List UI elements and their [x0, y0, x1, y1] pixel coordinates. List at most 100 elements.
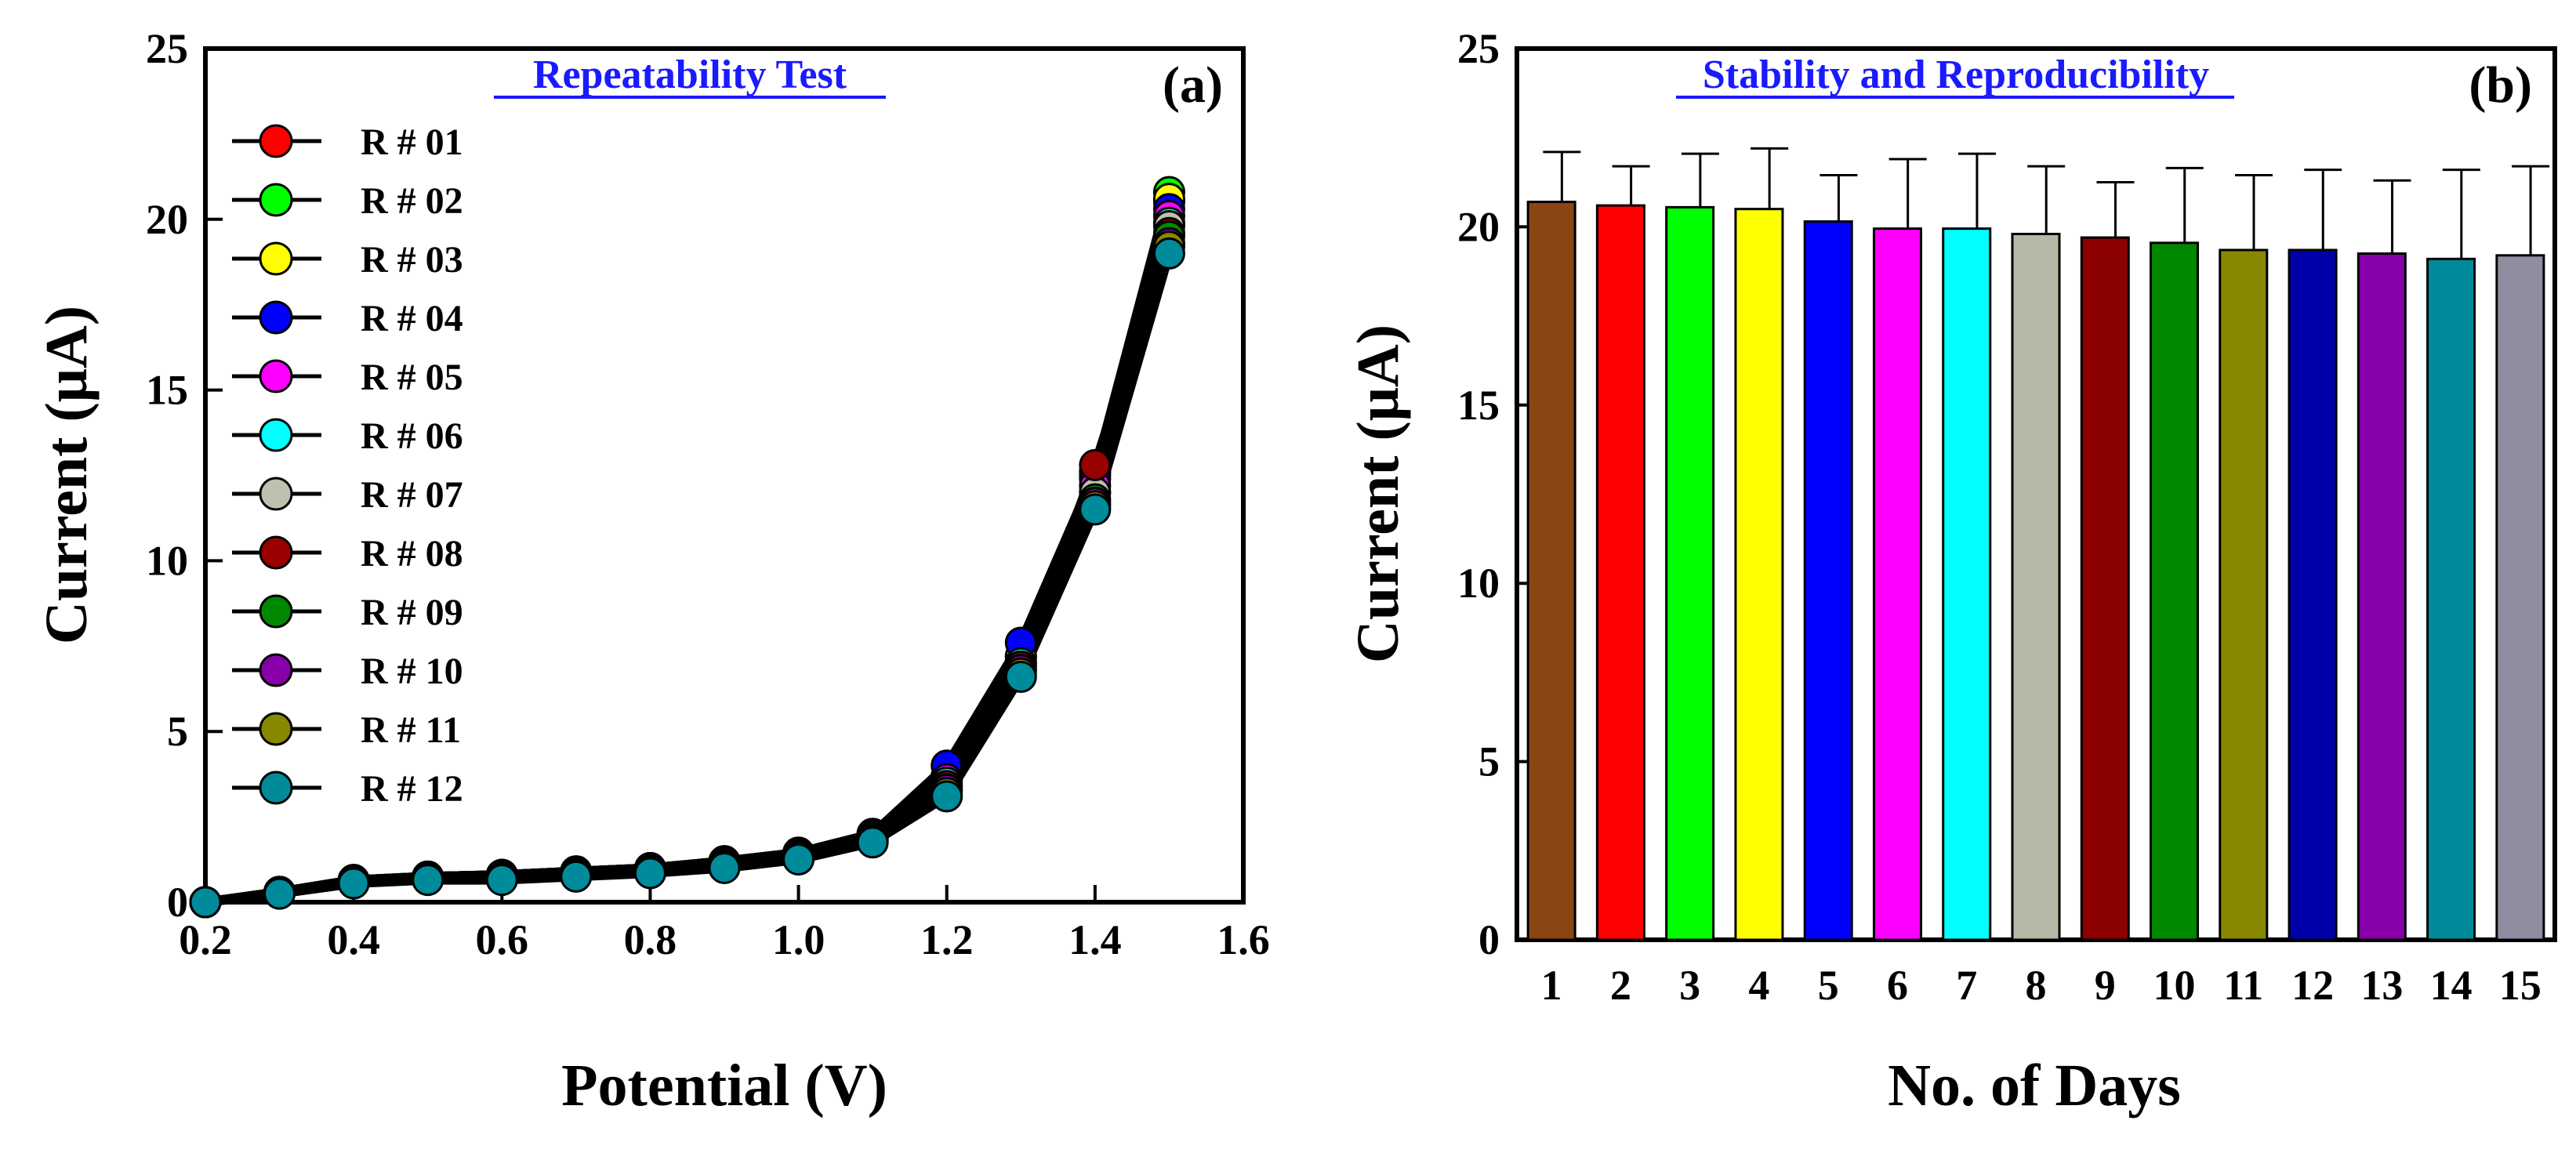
panel-a-legend-label: R # 02 — [361, 180, 463, 222]
panel-a-data-point — [189, 886, 222, 919]
panel-a-y-tick-label: 20 — [146, 196, 188, 243]
panel-b-x-tick-label: 4 — [1748, 962, 1769, 1009]
panel-a-legend-label: R # 10 — [361, 651, 463, 692]
panel-b-bar — [2011, 232, 2061, 941]
panel-a-y-tick-label: 15 — [146, 367, 188, 414]
panel-a-data-point — [560, 860, 593, 893]
panel-a-legend-label: R # 05 — [361, 357, 463, 398]
panel-a-legend-marker — [259, 712, 293, 746]
panel-a-legend-marker — [259, 477, 293, 511]
panel-b-bar — [1665, 205, 1715, 941]
panel-b-label: (b) — [2469, 56, 2532, 114]
panel-a-plot-frame — [203, 46, 1246, 905]
panel-b-bars — [1526, 147, 2550, 941]
panel-b-x-tick-label: 15 — [2499, 962, 2542, 1009]
panel-a-data-point — [931, 780, 963, 813]
panel-b-bar — [1872, 227, 1922, 941]
panel-a-x-tick-label: 0.4 — [327, 916, 380, 963]
panel-a-data-point — [1152, 237, 1185, 270]
panel-a-data-point — [1079, 448, 1112, 481]
panel-b-y-tick-label: 0 — [1478, 916, 1500, 963]
panel-b-x-tick-label: 14 — [2430, 962, 2473, 1009]
panel-a-y-tick-label: 0 — [167, 879, 188, 926]
panel-a-legend-marker — [259, 770, 293, 805]
panel-a-legend-marker — [259, 653, 293, 687]
panel-b-y-tick-label: 5 — [1478, 738, 1500, 785]
panel-a-data-point — [1079, 493, 1112, 526]
panel-a-x-tick-label: 1.4 — [1068, 916, 1122, 963]
panel-a-title: Repeatability Test — [533, 53, 847, 97]
panel-b-x-tick-label: 5 — [1818, 962, 1839, 1009]
panel-b-title: Stability and Reproducibility — [1703, 53, 2209, 97]
panel-a-repeatability-chart: 0.2 0.4 0.6 0.8 1.0 1.2 1.4 1.6 0 5 10 15 20 25 R # 0… — [34, 25, 1270, 1119]
panel-a-x-tick-label: 1.2 — [920, 916, 974, 963]
panel-a-series-line — [205, 231, 1174, 907]
panel-a-data-point — [337, 867, 370, 900]
panel-b-x-tick-label: 3 — [1679, 962, 1700, 1009]
panel-a-y-tick-label: 5 — [167, 708, 188, 755]
panel-a-legend-label: R # 04 — [361, 298, 463, 339]
panel-a-legend-marker — [259, 359, 293, 393]
panel-a-legend-label: R # 11 — [361, 709, 461, 751]
panel-b-x-tick-label: 6 — [1887, 962, 1908, 1009]
panel-a-data-point — [485, 864, 518, 897]
panel-b-bar — [2150, 241, 2200, 941]
panel-a-data-point — [782, 843, 815, 876]
panel-b-bar — [1803, 220, 1853, 941]
panel-b-x-tick-label: 10 — [2153, 962, 2196, 1009]
panel-a-series-line — [205, 252, 1174, 907]
panel-a-series-line — [205, 234, 1174, 907]
panel-a-legend-marker — [259, 418, 293, 452]
panel-b-bar — [2426, 257, 2476, 941]
panel-a-series-line — [205, 190, 1174, 907]
panel-b-bar — [2288, 248, 2338, 941]
panel-a-x-tick-label: 0.2 — [179, 916, 232, 963]
panel-a-x-tick-label: 1.0 — [772, 916, 825, 963]
panel-a-legend-marker — [259, 241, 293, 276]
panel-b-y-tick-label: 15 — [1457, 382, 1500, 429]
panel-a-data-point — [263, 877, 296, 910]
panel-a-legend-marker — [259, 594, 293, 629]
panel-a-y-tick-label: 25 — [146, 25, 188, 72]
panel-a-data-point — [1004, 661, 1037, 694]
panel-b-x-tick-label: 7 — [1956, 962, 1977, 1009]
panel-b-x-tick-label: 9 — [2095, 962, 2116, 1009]
panel-a-legend-label: R # 08 — [361, 533, 463, 575]
panel-a-legend-marker — [259, 183, 293, 217]
panel-b-bar — [2495, 254, 2545, 941]
panel-a-series-line — [205, 245, 1174, 907]
panel-a-x-tick-label: 0.6 — [476, 916, 529, 963]
panel-a-y-axis-title: Current (μA) — [34, 306, 100, 644]
panel-b-bar — [2219, 248, 2269, 941]
panel-b-bar — [1734, 208, 1784, 941]
panel-b-x-tick-label: 12 — [2291, 962, 2334, 1009]
panel-a-legend-label: R # 01 — [361, 121, 463, 163]
panel-a-legend-label: R # 09 — [361, 592, 463, 633]
panel-b-y-tick-label: 25 — [1457, 25, 1500, 72]
panel-a-data-point — [412, 864, 444, 897]
panel-a-series-lines — [205, 190, 1174, 907]
panel-a-data-point — [633, 857, 666, 890]
panel-b-x-tick-label: 8 — [2026, 962, 2047, 1009]
panel-a-ticks: 0.2 0.4 0.6 0.8 1.0 1.2 1.4 1.6 0 5 10 15 20 25 — [146, 25, 1270, 963]
panel-a-legend-label: R # 07 — [361, 474, 463, 516]
panel-b-y-tick-label: 20 — [1457, 203, 1500, 250]
panel-a-series-line — [205, 198, 1174, 907]
panel-a-legend-label: R # 12 — [361, 768, 463, 810]
panel-a-series-line — [205, 214, 1174, 907]
panel-a-x-tick-label: 0.8 — [624, 916, 677, 963]
panel-b-bar — [2080, 236, 2130, 941]
panel-a-series-line — [205, 201, 1174, 907]
panel-b-x-tick-label: 11 — [2223, 962, 2263, 1009]
panel-a-legend: R # 01 R # 02 R # 03 R # 04 R # 05 R # 06 R # … — [232, 121, 463, 810]
panel-b-y-axis-title: Current (μA) — [1345, 325, 1411, 663]
panel-a-series-line — [205, 224, 1174, 907]
panel-b-bar — [1526, 201, 1576, 941]
panel-a-legend-marker — [259, 124, 293, 158]
panel-b-bar — [1942, 227, 1992, 941]
panel-a-legend-marker — [259, 535, 293, 570]
panel-a-label: (a) — [1163, 56, 1223, 114]
